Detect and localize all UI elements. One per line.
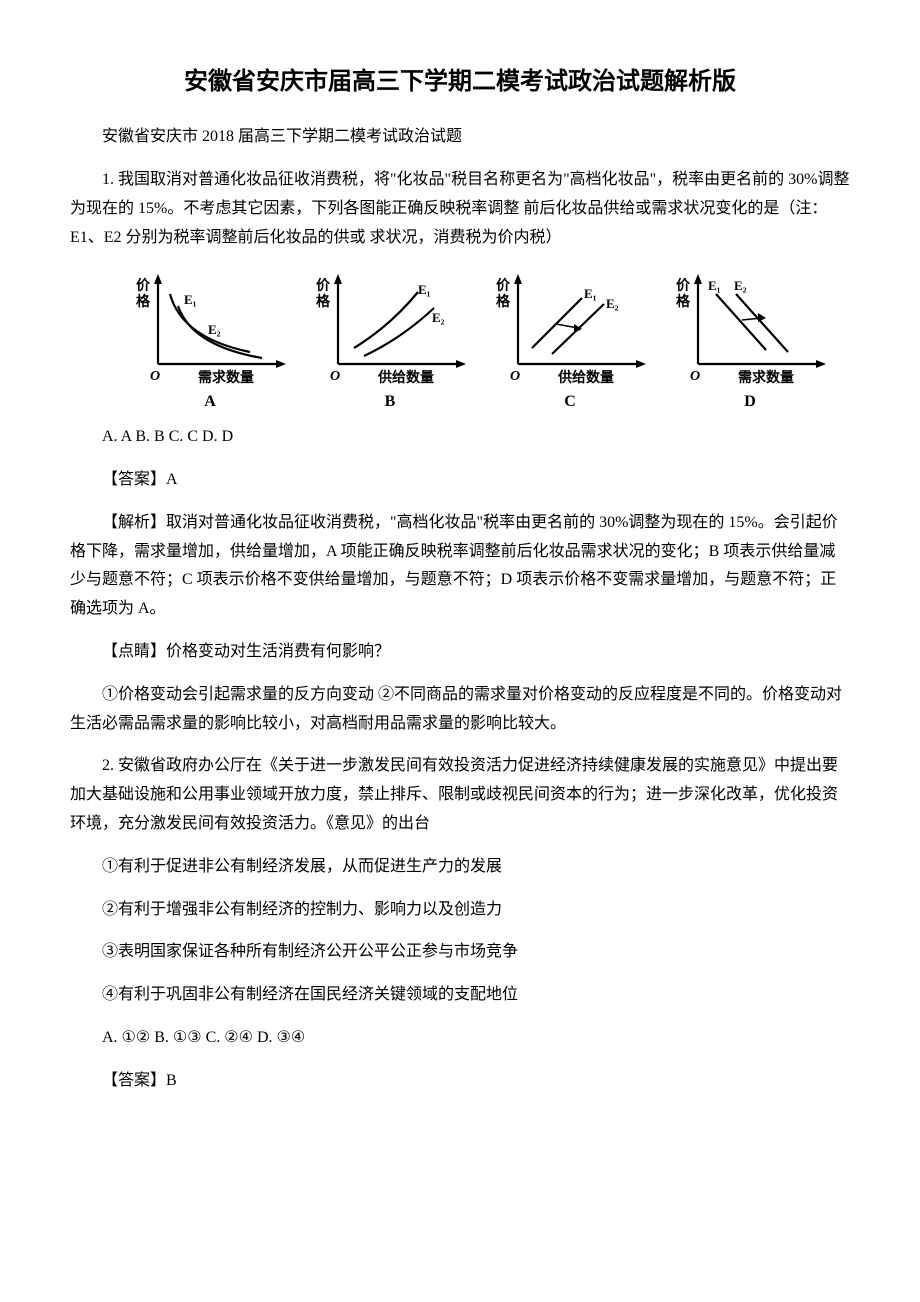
- svg-text:价: 价: [676, 278, 691, 294]
- svg-text:价: 价: [496, 278, 511, 294]
- q2-options: A. ①② B. ①③ C. ②④ D. ③④: [70, 1024, 850, 1053]
- chart-b-label: B: [385, 388, 396, 417]
- q1-answer: 【答案】A: [70, 466, 850, 495]
- svg-text:格: 格: [676, 293, 691, 310]
- q1-tip-body: ①价格变动会引起需求量的反方向变动 ②不同商品的需求量对价格变动的反应程度是不同…: [70, 681, 850, 739]
- svg-text:格: 格: [316, 293, 331, 310]
- q2-opt3: ③表明国家保证各种所有制经济公开公平公正参与市场竞争: [70, 938, 850, 967]
- svg-text:价: 价: [136, 278, 151, 294]
- svg-text:格: 格: [136, 293, 151, 310]
- chart-c-label: C: [564, 388, 576, 417]
- svg-text:O: O: [150, 369, 160, 384]
- svg-text:E₁: E₁: [708, 278, 721, 293]
- page-title: 安徽省安庆市届高三下学期二模考试政治试题解析版: [70, 60, 850, 103]
- q2-answer: 【答案】B: [70, 1067, 850, 1096]
- chart-a-svg: 价 格 E₁ E₂ O 需求数量: [130, 266, 290, 386]
- svg-text:E₁: E₁: [418, 282, 431, 297]
- svg-text:O: O: [690, 369, 700, 384]
- svg-text:E₁: E₁: [184, 292, 197, 307]
- subtitle: 安徽省安庆市 2018 届高三下学期二模考试政治试题: [70, 123, 850, 152]
- svg-text:格: 格: [496, 293, 511, 310]
- q2-text: 2. 安徽省政府办公厅在《关于进一步激发民间有效投资活力促进经济持续健康发展的实…: [70, 752, 850, 838]
- chart-c: 价 格 E₁ E₂ O 供给数量 C: [490, 266, 650, 417]
- svg-text:E₂: E₂: [208, 322, 221, 337]
- chart-c-svg: 价 格 E₁ E₂ O 供给数量: [490, 266, 650, 386]
- svg-text:需求数量: 需求数量: [198, 369, 254, 386]
- charts-row: 价 格 E₁ E₂ O 需求数量 A 价 格 E₁ E₂ O 供给数量: [120, 266, 840, 417]
- svg-text:供给数量: 供给数量: [557, 369, 614, 386]
- svg-text:E₂: E₂: [606, 296, 619, 311]
- chart-b-svg: 价 格 E₁ E₂ O 供给数量: [310, 266, 470, 386]
- chart-d-label: D: [744, 388, 756, 417]
- chart-b: 价 格 E₁ E₂ O 供给数量 B: [310, 266, 470, 417]
- q1-tip-label: 【点睛】价格变动对生活消费有何影响？: [70, 638, 850, 667]
- q1-analysis: 【解析】取消对普通化妆品征收消费税，"高档化妆品"税率由更名前的 30%调整为现…: [70, 509, 850, 624]
- svg-text:价: 价: [316, 278, 331, 294]
- chart-d-svg: 价 格 E₁ E₂ O 需求数量: [670, 266, 830, 386]
- q1-options: A. A B. B C. C D. D: [70, 423, 850, 452]
- q2-opt1: ①有利于促进非公有制经济发展，从而促进生产力的发展: [70, 853, 850, 882]
- q2-opt4: ④有利于巩固非公有制经济在国民经济关键领域的支配地位: [70, 981, 850, 1010]
- chart-d: 价 格 E₁ E₂ O 需求数量 D: [670, 266, 830, 417]
- svg-text:E₁: E₁: [584, 286, 597, 301]
- chart-a: 价 格 E₁ E₂ O 需求数量 A: [130, 266, 290, 417]
- chart-a-label: A: [204, 388, 216, 417]
- svg-text:E₂: E₂: [432, 310, 445, 325]
- svg-text:O: O: [510, 369, 520, 384]
- svg-text:O: O: [330, 369, 340, 384]
- svg-text:需求数量: 需求数量: [738, 369, 794, 386]
- q2-opt2: ②有利于增强非公有制经济的控制力、影响力以及创造力: [70, 896, 850, 925]
- q1-text: 1. 我国取消对普通化妆品征收消费税，将"化妆品"税目名称更名为"高档化妆品"，…: [70, 166, 850, 252]
- svg-text:E₂: E₂: [734, 278, 747, 293]
- svg-text:供给数量: 供给数量: [377, 369, 434, 386]
